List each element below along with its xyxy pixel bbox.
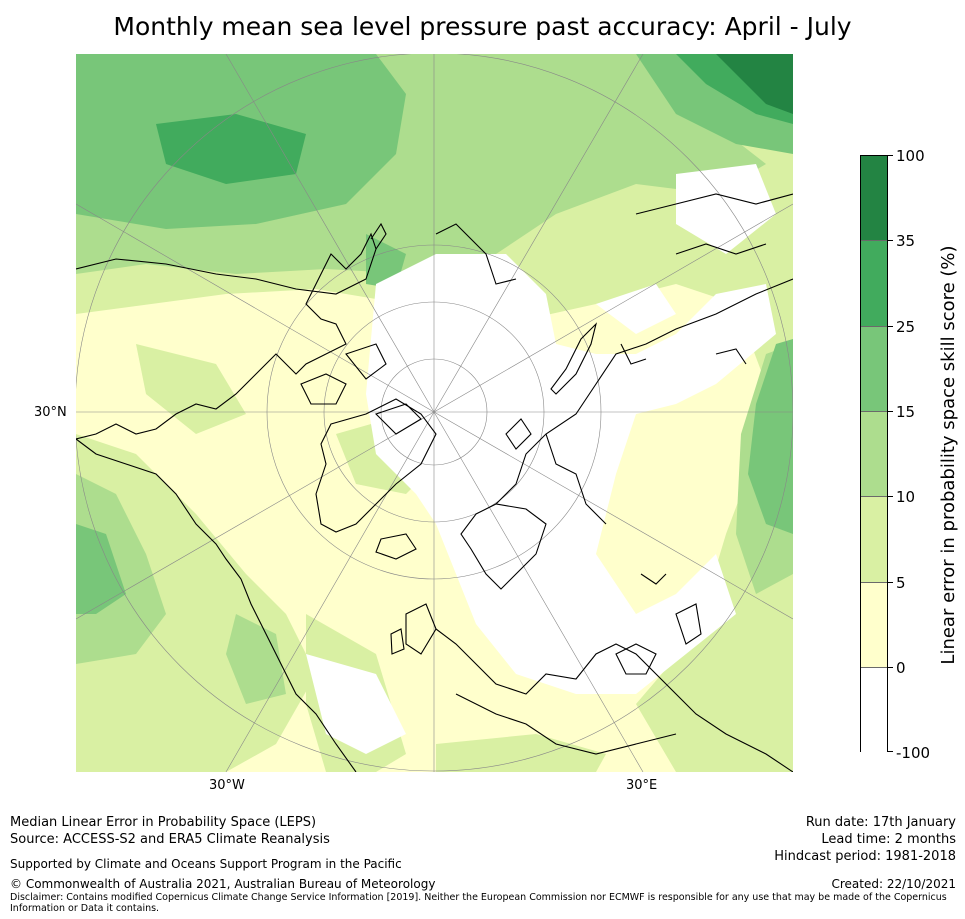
- colorbar-tick-5: 5: [896, 574, 906, 592]
- colorbar: [860, 155, 888, 753]
- colorbar-label: Linear error in probability space skill …: [938, 245, 959, 665]
- colorbar-band-5-10: [861, 497, 887, 583]
- colorbar-band-35-100: [861, 156, 887, 241]
- colorbar-tickmark: [888, 326, 893, 327]
- colorbar-band-25-35: [861, 241, 887, 327]
- colorbar-tickmark: [888, 155, 893, 156]
- skill-field-below-zero: [306, 164, 776, 754]
- polar-map: [76, 54, 793, 772]
- colorbar-tickmark: [888, 411, 893, 412]
- copyright-text: © Commonwealth of Australia 2021, Austra…: [10, 877, 436, 891]
- source-text: Source: ACCESS-S2 and ERA5 Climate Reana…: [10, 832, 330, 847]
- colorbar-tickmark: [888, 582, 893, 583]
- colorbar-tick-0: 0: [896, 659, 906, 677]
- chart-title: Monthly mean sea level pressure past acc…: [113, 12, 852, 41]
- colorbar-tickmark: [888, 240, 893, 241]
- lead-time: Lead time: 2 months: [821, 832, 956, 847]
- colorbar-tick-100: 100: [896, 147, 925, 165]
- colorbar-tickmark: [888, 667, 893, 668]
- colorbar-tickmark: [888, 751, 893, 752]
- support-text: Supported by Climate and Oceans Support …: [10, 857, 402, 871]
- colorbar-band-15-25: [861, 327, 887, 412]
- lon-label-30e: 30°E: [626, 778, 658, 793]
- colorbar-tick-35: 35: [896, 232, 916, 250]
- map-canvas: [76, 54, 793, 772]
- colorbar-band-10-15: [861, 412, 887, 497]
- run-date: Run date: 17th January: [805, 815, 956, 830]
- colorbar-tick-15: 15: [896, 403, 916, 421]
- method-text: Median Linear Error in Probability Space…: [10, 815, 317, 830]
- skill-field-35-100: [716, 54, 793, 114]
- colorbar-tick-25: 25: [896, 318, 916, 336]
- hindcast-period: Hindcast period: 1981-2018: [774, 849, 956, 864]
- lat-label-30n: 30°N: [34, 405, 67, 420]
- disclaimer-text: Disclaimer: Contains modified Copernicus…: [10, 892, 947, 914]
- graticule: [76, 54, 793, 772]
- colorbar-tick-10: 10: [896, 488, 916, 506]
- colorbar-tick-neg100: -100: [896, 744, 931, 762]
- created-date: Created: 22/10/2021: [831, 877, 956, 891]
- colorbar-tickmark: [888, 496, 893, 497]
- colorbar-band-below-0: [861, 668, 887, 753]
- colorbar-band-0-5: [861, 583, 887, 668]
- lon-label-30w: 30°W: [209, 778, 245, 793]
- coastlines: [76, 193, 793, 772]
